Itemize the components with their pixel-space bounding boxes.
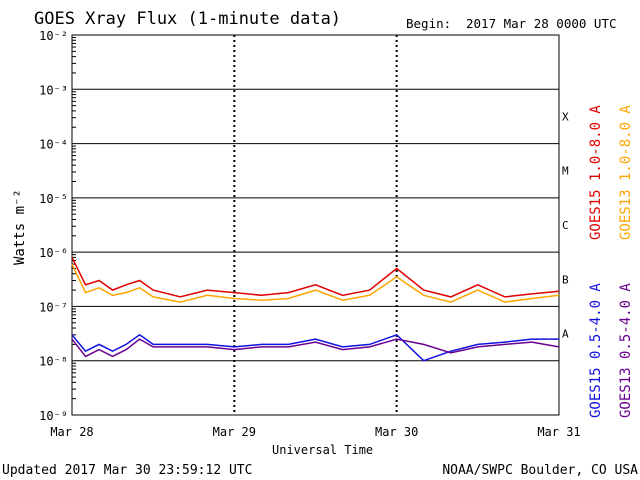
y-tick-label: 10⁻⁴ — [39, 138, 68, 152]
y-tick-label: 10⁻² — [39, 29, 68, 43]
flare-class-labels: X M C B A — [562, 110, 569, 340]
flare-class-M: M — [562, 165, 569, 178]
series-lines — [71, 257, 560, 362]
x-axis-label: Universal Time — [272, 443, 373, 457]
flare-class-C: C — [562, 219, 569, 232]
legend-entry: GOES13 1.0-8.0 A — [618, 105, 634, 240]
x-tick-label: Mar 28 — [50, 425, 93, 439]
y-tick-label: 10⁻⁹ — [39, 409, 68, 423]
series-line — [71, 333, 559, 362]
legend-entry: GOES15 1.0-8.0 A — [588, 105, 604, 240]
begin-value: 2017 Mar 28 0000 UTC — [466, 16, 617, 31]
x-tick-label: Mar 31 — [537, 425, 580, 439]
chart-title: GOES Xray Flux (1-minute data) — [34, 9, 341, 29]
y-tick-label: 10⁻⁵ — [39, 192, 68, 206]
y-tick-label: 10⁻⁷ — [39, 300, 68, 314]
y-axis-label: Watts m⁻² — [12, 189, 28, 265]
series-line — [71, 338, 560, 358]
y-tick-label: 10⁻⁸ — [39, 355, 68, 369]
x-axis-tick-labels: Mar 28 Mar 29 Mar 30 Mar 31 — [50, 425, 580, 439]
legend: GOES15 1.0-8.0 A GOES13 1.0-8.0 A GOES15 0… — [588, 105, 634, 418]
series-line — [71, 257, 560, 298]
x-tick-label: Mar 29 — [213, 425, 256, 439]
flare-class-X: X — [562, 110, 569, 123]
series-line — [71, 263, 560, 303]
flare-class-A: A — [562, 328, 569, 341]
plot-frame — [71, 34, 560, 416]
legend-entry: GOES15 0.5-4.0 A — [588, 283, 604, 418]
day-boundary-lines — [233, 35, 398, 415]
begin-label: Begin: — [406, 16, 451, 31]
legend-entry: GOES13 0.5-4.0 A — [618, 283, 634, 418]
y-axis-tick-labels: 10⁻² 10⁻³ 10⁻⁴ 10⁻⁵ 10⁻⁶ 10⁻⁷ 10⁻⁸ 10⁻⁹ — [39, 29, 68, 423]
y-tick-label: 10⁻³ — [39, 83, 68, 97]
flare-class-B: B — [562, 273, 569, 286]
credit-text: NOAA/SWPC Boulder, CO USA — [442, 463, 638, 478]
decade-gridlines — [72, 36, 559, 400]
y-tick-label: 10⁻⁶ — [39, 246, 68, 260]
updated-timestamp: Updated 2017 Mar 30 23:59:12 UTC — [2, 463, 252, 478]
x-tick-label: Mar 30 — [375, 425, 418, 439]
